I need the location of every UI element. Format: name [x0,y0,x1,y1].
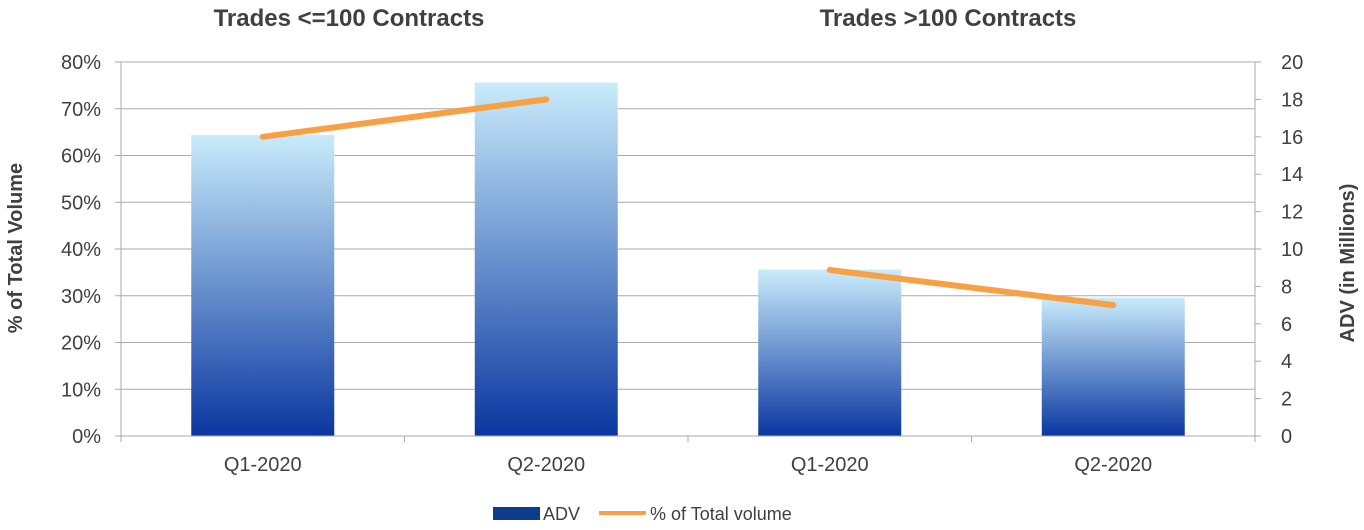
bar-adv [758,269,902,436]
y-right-tick-label: 20 [1281,52,1303,74]
legend: ADV % of Total volume [493,504,792,524]
y-right-tick-label: 6 [1281,314,1292,336]
y-right-tick-label: 2 [1281,389,1292,411]
y-left-tick-label: 10% [61,379,101,401]
y-right-tick-label: 0 [1281,426,1292,448]
y-right-tick-label: 8 [1281,276,1292,298]
y-right-tick-label: 18 [1281,89,1303,111]
y-axis-left-label: % of Total Volume [5,163,27,333]
bar-adv [1041,297,1185,436]
x-tick-label: Q1-2020 [791,454,869,476]
line-series [259,96,1117,309]
y-right-tick-label: 16 [1281,127,1303,149]
x-tick-label: Q2-2020 [507,454,585,476]
y-left-tick-label: 20% [61,333,101,355]
line-segment-pct-total-volume [826,267,1117,309]
y-left-tick-label: 0% [72,426,101,448]
group-title-left: Trades <=100 Contracts [214,5,485,32]
y-left-tick-label: 40% [61,239,101,261]
group-title-right: Trades >100 Contracts [820,5,1077,32]
y-axis-right-label: ADV (in Millions) [1337,184,1359,343]
y-right-tick-label: 10 [1281,239,1303,261]
x-tick-label: Q1-2020 [224,454,302,476]
legend-label-pct-total-volume: % of Total volume [650,504,792,524]
bar-adv [191,134,335,436]
line-segment-pct-total-volume [259,96,550,140]
bars [191,82,1185,436]
y-right-tick-label: 4 [1281,351,1292,373]
y-left-tick-label: 70% [61,99,101,121]
bar-adv [474,82,618,436]
legend-swatch-adv [493,507,540,520]
y-right-tick-label: 14 [1281,164,1303,186]
y-left-tick-label: 80% [61,52,101,74]
y-left-tick-label: 50% [61,192,101,214]
y-left-tick-label: 60% [61,146,101,168]
x-tick-label: Q2-2020 [1074,454,1152,476]
legend-label-adv: ADV [543,504,580,524]
y-left-tick-label: 30% [61,286,101,308]
y-right-tick-label: 12 [1281,202,1303,224]
axes: 0% 10% 20% 30% 40% 50% 60% 70% 80% 0 2 4 6 8 10 12 14 16 1… [61,52,1303,476]
